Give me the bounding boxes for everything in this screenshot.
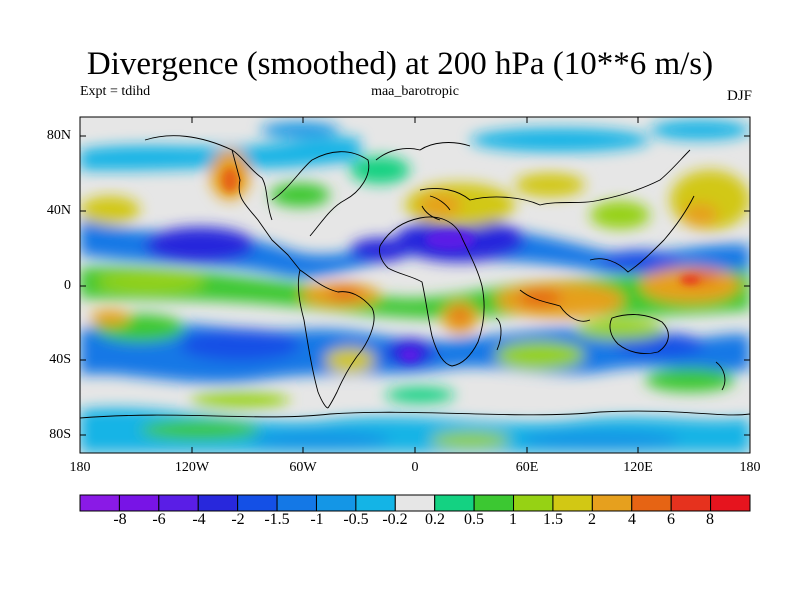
colorbar-label: 4 [628,511,636,528]
colorbar-swatch [276,494,317,512]
colorbar-label: 0.2 [425,511,445,528]
lat-label-80s: 80S [49,427,71,442]
coastlines [80,135,750,419]
colorbar-label: -0.2 [382,511,408,528]
season-label: DJF [726,88,752,104]
colorbar-swatch [118,494,160,512]
colorbar-swatch [552,494,593,512]
colorbar-swatch [591,494,633,512]
colorbar [79,494,751,512]
colorbar-swatch [158,494,199,512]
colorbar-swatch [513,494,554,512]
colorbar-swatch [631,494,672,512]
colorbar-label: 1.5 [543,511,563,528]
colorbar-label: -1.5 [264,511,290,528]
colorbar-swatch [670,494,712,512]
colorbar-swatch [197,494,239,512]
lon-label-120e: 120E [623,460,653,475]
colorbar-label: -6 [152,511,166,528]
lat-label-40s: 40S [49,352,71,367]
colorbar-swatch [237,494,278,512]
experiment-label: Expt = tdihd [80,84,151,99]
colorbar-swatch [79,494,120,512]
colorbar-label: -4 [192,511,206,528]
colorbar-label: 8 [706,511,714,528]
colorbar-swatch [434,494,475,512]
lon-label-0: 0 [411,460,419,475]
map-ticks [80,117,750,453]
colorbar-label: -0.5 [343,511,369,528]
colorbar-swatch [355,494,396,512]
plot-title: Divergence (smoothed) at 200 hPa (10**6 … [86,46,714,82]
colorbar-swatch [473,494,515,512]
colorbar-label: 6 [667,511,675,528]
colorbar-label: 1 [509,511,517,528]
lon-label-60w: 60W [289,460,317,475]
colorbar-label: 2 [588,511,596,528]
colorbar-swatch [710,494,751,512]
lat-label-40n: 40N [46,203,71,218]
colorbar-label: -1 [310,511,324,528]
colorbar-swatch [315,494,357,512]
colorbar-label: 0.5 [464,511,484,528]
colorbar-swatch [394,494,436,512]
colorbar-label: -2 [231,511,245,528]
lon-label-180e: 180 [739,460,761,475]
lon-label-180w: 180 [69,460,91,475]
colorbar-label: -8 [113,511,127,528]
lon-label-60e: 60E [515,460,539,475]
model-label: maa_barotropic [371,84,459,99]
lon-label-120w: 120W [174,460,210,475]
lat-label-0: 0 [64,278,71,293]
divergence-field [80,117,750,453]
lat-label-80n: 80N [46,128,71,143]
